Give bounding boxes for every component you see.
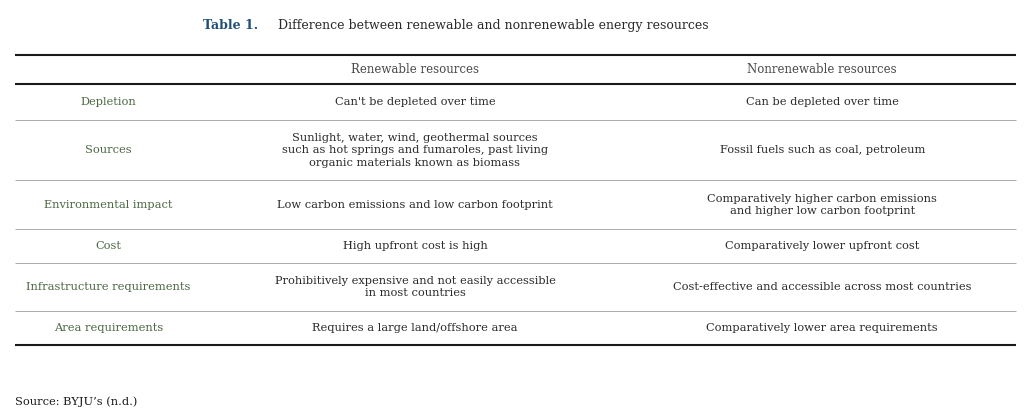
Text: Low carbon emissions and low carbon footprint: Low carbon emissions and low carbon foot…	[277, 200, 553, 210]
Text: Depletion: Depletion	[80, 97, 136, 107]
Text: Can't be depleted over time: Can't be depleted over time	[335, 97, 495, 107]
Text: Comparatively higher carbon emissions
and higher low carbon footprint: Comparatively higher carbon emissions an…	[707, 194, 937, 216]
Text: Comparatively lower upfront cost: Comparatively lower upfront cost	[725, 241, 920, 251]
Text: Sources: Sources	[85, 145, 132, 155]
Text: Cost-effective and accessible across most countries: Cost-effective and accessible across mos…	[673, 282, 971, 292]
Text: Table 1.: Table 1.	[203, 18, 258, 32]
Text: Requires a large land/offshore area: Requires a large land/offshore area	[312, 323, 518, 333]
Text: Renewable resources: Renewable resources	[351, 63, 479, 76]
Text: Difference between renewable and nonrenewable energy resources: Difference between renewable and nonrene…	[274, 18, 708, 32]
Text: Fossil fuels such as coal, petroleum: Fossil fuels such as coal, petroleum	[720, 145, 925, 155]
Text: Area requirements: Area requirements	[54, 323, 163, 333]
Text: Can be depleted over time: Can be depleted over time	[745, 97, 899, 107]
Text: Environmental impact: Environmental impact	[44, 200, 172, 210]
Text: Comparatively lower area requirements: Comparatively lower area requirements	[706, 323, 938, 333]
Text: High upfront cost is high: High upfront cost is high	[342, 241, 488, 251]
Text: Source: BYJU’s (n.d.): Source: BYJU’s (n.d.)	[15, 397, 138, 408]
Text: Nonrenewable resources: Nonrenewable resources	[747, 63, 897, 76]
Text: Prohibitively expensive and not easily accessible
in most countries: Prohibitively expensive and not easily a…	[274, 276, 556, 298]
Text: Sunlight, water, wind, geothermal sources
such as hot springs and fumaroles, pas: Sunlight, water, wind, geothermal source…	[281, 133, 548, 168]
Text: Infrastructure requirements: Infrastructure requirements	[26, 282, 191, 292]
Text: Cost: Cost	[95, 241, 122, 251]
